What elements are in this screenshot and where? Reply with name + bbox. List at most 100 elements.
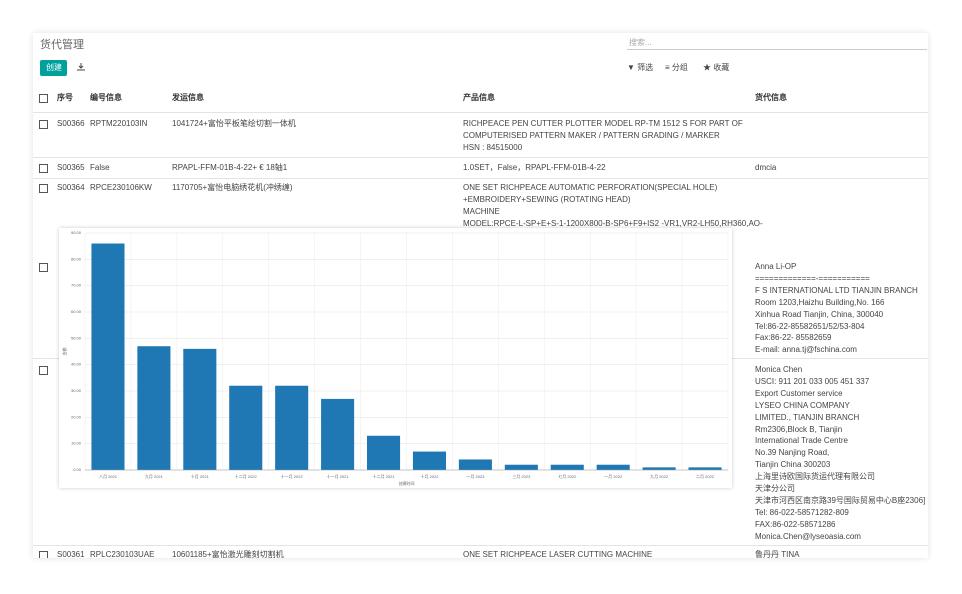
forwarder-line: International Trade Centre xyxy=(755,436,848,446)
forwarder-line: F S INTERNATIONAL LTD TIANJIN BRANCH xyxy=(755,285,918,295)
row-separator xyxy=(33,178,928,179)
x-tick-label: 十月 2021 xyxy=(191,473,210,479)
cell-seq: S00364 xyxy=(57,183,85,192)
row-checkbox[interactable] xyxy=(39,184,48,193)
favorite-button[interactable]: ★ 收藏 xyxy=(703,63,730,72)
forwarder-line: LIMITED., TIANJIN BRANCH xyxy=(755,412,860,422)
y-tick-label: 40.00 xyxy=(71,362,82,367)
forwarder-line: 上海里诗欧国际货运代理有限公司 xyxy=(755,472,875,482)
forwarder-line: Tel:86-22-85582651/52/53-804 xyxy=(755,321,865,331)
bar xyxy=(275,385,309,470)
select-all-checkbox[interactable] xyxy=(39,94,48,103)
row-checkbox[interactable] xyxy=(39,366,48,375)
forwarder-line: 天津分公司 xyxy=(755,484,795,493)
cell-shipping: 10601185+富怡激光雕刻切割机 xyxy=(172,550,284,558)
x-axis-label: 创建时间 xyxy=(399,480,415,486)
product-line: MACHINE xyxy=(463,207,500,216)
cell-shipping: 1170705+富怡电脑绣花机(冲绣缠) xyxy=(172,183,293,192)
create-button[interactable]: 创建 xyxy=(40,60,67,76)
y-axis-label: 金额 xyxy=(61,348,67,356)
x-tick-label: 八月 2021 xyxy=(99,474,118,479)
bar xyxy=(458,459,492,470)
bar xyxy=(183,348,217,470)
forwarder-line: USCI: 911 201 033 005 451 337 xyxy=(755,376,870,386)
bar xyxy=(596,464,630,470)
cell-code: RPCE230106KW xyxy=(90,183,152,192)
x-tick-label: 九月 2021 xyxy=(145,473,164,479)
product-line: HSN : 84515000 xyxy=(463,143,523,152)
y-tick-label: 30.00 xyxy=(71,388,82,393)
y-tick-label: 60.00 xyxy=(71,309,82,314)
bar xyxy=(504,464,538,470)
filter-label: 筛选 xyxy=(637,63,654,72)
x-tick-label: 十一月 2022 xyxy=(281,473,304,479)
filter-button[interactable]: ▼ 筛选 xyxy=(627,63,654,72)
bar xyxy=(321,398,355,470)
group-label: 分组 xyxy=(671,63,688,72)
row-separator xyxy=(33,157,928,158)
row-separator xyxy=(33,545,928,546)
forwarder-line: =============-=========== xyxy=(755,273,870,283)
y-tick-label: 0.00 xyxy=(73,467,82,472)
forwarder-line: LYSEO CHINA COMPANY xyxy=(755,400,850,410)
x-tick-label: 七月 2022 xyxy=(558,473,577,479)
product-line: RICHPEACE PEN CUTTER PLOTTER MODEL RP-TM… xyxy=(463,119,743,128)
group-button[interactable]: ≡ 分组 xyxy=(665,63,688,72)
y-tick-label: 90.00 xyxy=(71,230,82,235)
forwarder-line: No.39 Nanjing Road, xyxy=(755,448,830,458)
forwarder-line: Room 1203,Haizhu Building,No. 166 xyxy=(755,297,885,307)
favorite-label: 收藏 xyxy=(713,63,730,72)
bar xyxy=(137,346,171,470)
x-tick-label: 一月 2023 xyxy=(466,474,485,479)
y-tick-label: 70.00 xyxy=(71,283,82,288)
forwarder-line: dmcia xyxy=(755,163,777,172)
forwarder-line: Tianjin China 300203 xyxy=(755,460,831,470)
forwarder-line: Monica.Chen@lyseoasia.com xyxy=(755,531,861,541)
column-header: 货代信息 xyxy=(755,93,787,102)
forwarder-line: E-mail: anna.tj@fschina.com xyxy=(755,345,857,355)
x-tick-label: 一月 2022 xyxy=(604,474,623,479)
y-tick-label: 20.00 xyxy=(71,414,82,419)
x-tick-label: 十一月 2021 xyxy=(327,473,350,479)
x-tick-label: 九月 2022 xyxy=(650,473,669,479)
cell-code: False xyxy=(90,163,110,172)
row-checkbox[interactable] xyxy=(39,120,48,129)
x-tick-label: 十月 2022 xyxy=(420,473,439,479)
cell-shipping: 1041724+富怡平板笔绘切割一体机 xyxy=(172,119,296,128)
column-header: 发运信息 xyxy=(172,93,204,102)
column-header: 编号信息 xyxy=(90,93,122,102)
product-line: ONE SET RICHPEACE AUTOMATIC PERFORATION(… xyxy=(463,183,718,192)
search-box[interactable]: 搜索... xyxy=(627,37,927,50)
forwarder-line: Rm2306,Block B, Tianjin xyxy=(755,424,843,434)
forwarder-line: Anna Li-OP xyxy=(755,262,797,271)
x-tick-label: 十二月 2021 xyxy=(373,473,396,479)
forwarder-line: 鲁丹丹 TINA xyxy=(755,550,800,558)
product-line: 1.0SET，False，RPAPL-FFM-01B-4-22 xyxy=(463,163,606,172)
x-tick-label: 十二月 2022 xyxy=(235,473,258,479)
x-tick-label: 三月 2023 xyxy=(512,474,531,479)
row-checkbox[interactable] xyxy=(39,164,48,173)
y-tick-label: 80.00 xyxy=(71,256,82,261)
forwarder-line: Tel: 86-022-58571282-809 xyxy=(755,507,849,517)
create-label: 创建 xyxy=(46,63,62,72)
bar-chart: 0.00 10.00 20.00 30.00 40.00 50.00 60.00 70.00 8… xyxy=(59,228,732,488)
cell-seq: S00365 xyxy=(57,163,85,172)
cell-code: RPTM220103IN xyxy=(90,119,148,128)
cell-seq: S00361 xyxy=(57,550,85,558)
forwarder-line: 天津市河西区南京路39号国际贸易中心B座2306] xyxy=(755,495,926,505)
bar xyxy=(91,243,125,470)
x-tick-label: 二月 2022 xyxy=(696,474,715,479)
forwarder-line: Xinhua Road Tianjin, China, 300040 xyxy=(755,309,884,319)
column-header: 产品信息 xyxy=(463,93,495,102)
row-checkbox[interactable] xyxy=(39,263,48,272)
bar xyxy=(550,464,584,470)
bar xyxy=(688,467,722,470)
row-checkbox[interactable] xyxy=(39,551,48,558)
download-icon[interactable] xyxy=(77,63,85,71)
cell-code: RPLC230103UAE xyxy=(90,550,155,558)
product-line: MODEL:RPCE-L-SP+E+S-1-1200X800-B-SP6+F9+… xyxy=(463,219,763,228)
product-line: ONE SET RICHPEACE LASER CUTTING MACHINE xyxy=(463,550,653,558)
page-title: 货代管理 xyxy=(40,39,84,51)
forwarder-line: Export Customer service xyxy=(755,388,843,398)
bar xyxy=(412,451,446,470)
